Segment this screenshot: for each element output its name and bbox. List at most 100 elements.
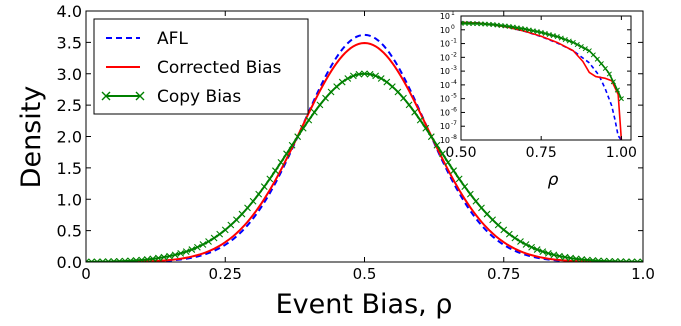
- main-series-marker-copy-bias: [639, 258, 643, 262]
- inset-y-tick-exponent: -8: [451, 134, 457, 141]
- main-series-marker-copy-bias: [116, 257, 123, 262]
- inset-series-marker-copy-bias: [542, 30, 548, 37]
- main-y-tick-label: 3.0: [57, 65, 82, 84]
- inset-series-marker-copy-bias: [586, 48, 592, 54]
- main-series-marker-copy-bias: [511, 234, 519, 242]
- main-series-marker-copy-bias: [606, 257, 613, 262]
- main-series-marker-copy-bias: [210, 234, 218, 242]
- inset-series-group: [461, 20, 624, 140]
- main-series-marker-copy-bias: [86, 258, 90, 262]
- inset-series-marker-copy-bias: [570, 39, 576, 46]
- inset-series-marker-copy-bias: [474, 21, 480, 27]
- legend-item-afl: AFL: [106, 29, 188, 49]
- inset-y-tick-label: 10: [440, 122, 450, 131]
- inset-y-tick-label: 10: [440, 67, 450, 76]
- inset-x-axis-label: ρ: [548, 170, 559, 190]
- main-series-marker-copy-bias: [550, 251, 558, 259]
- inset-y-tick-label: 10: [440, 40, 450, 49]
- main-series-marker-copy-bias: [160, 253, 168, 261]
- main-series-marker-copy-bias: [505, 230, 513, 238]
- inset-series-marker-copy-bias: [466, 20, 472, 26]
- inset-plot-frame: [460, 15, 632, 141]
- inset-series-marker-copy-bias: [574, 41, 580, 48]
- main-y-tick-label: 3.5: [57, 33, 82, 52]
- main-series-marker-copy-bias: [483, 210, 491, 218]
- main-series-marker-copy-bias: [589, 256, 597, 262]
- inset-series-marker-copy-bias: [461, 20, 464, 26]
- inset-series-marker-copy-bias: [546, 31, 552, 38]
- main-series-marker-copy-bias: [494, 221, 502, 229]
- inset-x-ticks: 0.50 0.75 1.00: [445, 16, 637, 161]
- inset-x-tick-label: 1.00: [606, 145, 637, 161]
- main-series-marker-copy-bias: [177, 249, 185, 257]
- main-series-marker-copy-bias: [517, 238, 524, 245]
- main-series-marker-copy-bias: [561, 253, 569, 261]
- inset-series-marker-copy-bias: [478, 21, 484, 27]
- legend-item-copy-bias: Copy Bias: [101, 87, 241, 107]
- main-series-marker-copy-bias: [439, 150, 446, 158]
- main-series-marker-copy-bias: [349, 72, 357, 80]
- main-x-ticks: 0 0.25 0.5 0.75 1.0: [81, 11, 655, 283]
- main-series-marker-copy-bias: [355, 70, 363, 78]
- inset-series-marker-copy-bias: [530, 28, 536, 34]
- inset-series-marker-copy-bias: [470, 20, 476, 27]
- main-y-tick-label: 2.5: [57, 96, 82, 115]
- main-y-tick-label: 1.5: [57, 159, 82, 178]
- inset-series-marker-copy-bias: [562, 36, 568, 43]
- inset-x-tick-label: 0.75: [526, 145, 557, 161]
- main-series-marker-copy-bias: [316, 101, 324, 109]
- main-series-marker-copy-bias: [294, 133, 302, 141]
- main-series-marker-copy-bias: [182, 248, 190, 255]
- inset-series-marker-copy-bias: [510, 24, 516, 30]
- main-series-marker-copy-bias: [110, 257, 118, 262]
- inset-series-marker-copy-bias: [554, 34, 560, 40]
- inset-y-tick-label: 10: [440, 26, 450, 35]
- inset-series-marker-copy-bias: [490, 22, 496, 28]
- main-series-marker-copy-bias: [143, 256, 151, 262]
- main-y-axis-label: Density: [16, 86, 47, 189]
- main-y-tick-label: 4.0: [57, 2, 82, 21]
- legend-label-afl: AFL: [157, 29, 188, 49]
- main-series-marker-copy-bias: [544, 249, 552, 257]
- main-x-tick-label: 0.25: [209, 265, 242, 283]
- main-series-marker-copy-bias: [149, 255, 157, 262]
- main-x-tick-label: 1.0: [631, 265, 655, 283]
- main-series-marker-copy-bias: [188, 246, 196, 253]
- main-series-marker-copy-bias: [394, 88, 402, 96]
- inset-series-marker-copy-bias: [618, 96, 624, 102]
- inset-y-tick-exponent: -5: [451, 93, 457, 100]
- inset-series-marker-copy-bias: [610, 79, 616, 85]
- inset-y-tick-label: 10: [440, 81, 450, 90]
- inset-series-marker-copy-bias: [614, 87, 620, 93]
- main-series-marker-copy-bias: [405, 101, 413, 109]
- main-series-marker-copy-bias: [361, 70, 368, 78]
- main-series-marker-copy-bias: [155, 254, 162, 262]
- inset-y-tick-exponent: -3: [451, 65, 457, 72]
- main-series-marker-copy-bias: [288, 141, 296, 149]
- main-series-marker-copy-bias: [194, 243, 201, 251]
- main-x-tick-label: 0.5: [353, 265, 377, 283]
- inset-y-tick-label: 10: [440, 95, 450, 104]
- main-series-marker-copy-bias: [238, 210, 246, 218]
- main-series-marker-copy-bias: [422, 124, 430, 132]
- inset-series-marker-copy-bias: [558, 35, 564, 41]
- inset-y-tick-exponent: 1: [451, 10, 455, 17]
- inset-series-marker-copy-bias: [526, 27, 532, 33]
- main-series-marker-copy-bias: [221, 226, 229, 234]
- main-series-marker-copy-bias: [372, 72, 380, 80]
- main-series-marker-copy-bias: [533, 246, 541, 253]
- main-series-marker-copy-bias: [450, 167, 458, 175]
- main-series-marker-copy-bias: [255, 190, 263, 198]
- main-series-marker-copy-bias: [205, 238, 212, 245]
- inset-series-marker-copy-bias: [550, 33, 556, 39]
- inset-series-marker-copy-bias: [598, 61, 604, 67]
- inset-series-marker-copy-bias: [582, 46, 588, 52]
- main-series-marker-copy-bias: [489, 216, 496, 224]
- legend-marker-copy-bias: [101, 91, 145, 101]
- main-series-marker-copy-bias: [377, 75, 385, 82]
- inset-series-marker-copy-bias: [534, 29, 540, 35]
- main-series-marker-copy-bias: [366, 70, 374, 78]
- main-series-marker-copy-bias: [299, 124, 307, 132]
